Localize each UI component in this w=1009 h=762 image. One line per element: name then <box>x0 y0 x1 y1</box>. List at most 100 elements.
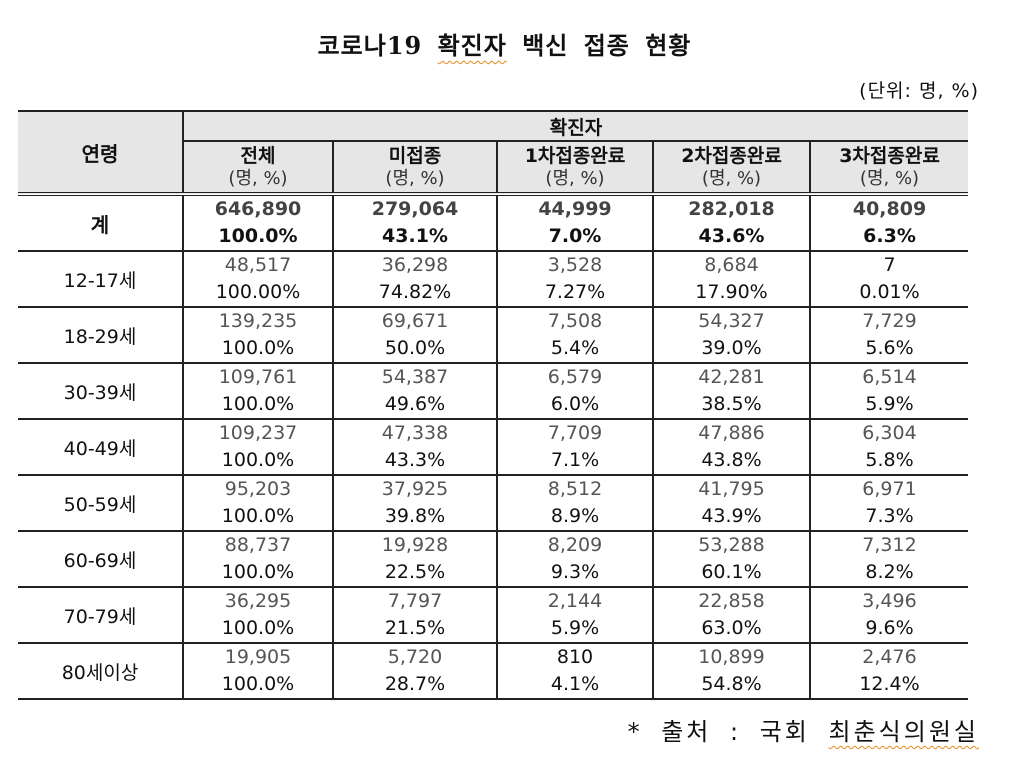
table-cell: 279,064 43.1% <box>332 194 497 251</box>
cell-count: 810 <box>556 646 594 668</box>
table-row: 50-59세 95,203 100.0% 37,925 39.8% 8,512 8.9… <box>18 474 969 531</box>
cell-percent: 43.3% <box>384 449 446 471</box>
cell-count: 7,797 <box>387 590 443 612</box>
cell-count: 6,579 <box>547 366 603 388</box>
confirmed-group-header: 확진자 <box>181 110 969 142</box>
column-name: 미접종 <box>388 144 442 167</box>
table-cell: 36,295 100.0% <box>182 586 333 643</box>
cell-percent: 7.1% <box>550 449 600 471</box>
table-cell: 6,579 6.0% <box>496 362 653 419</box>
cell-count: 5,720 <box>387 646 443 668</box>
table-cell: 7,709 7.1% <box>496 418 653 475</box>
cell-count: 22,858 <box>698 590 765 612</box>
table-cell: 40,809 6.3% <box>808 194 969 251</box>
cell-count: 54,327 <box>698 310 765 332</box>
source-underlined-name: 최춘식의원실 <box>828 718 979 746</box>
cell-percent: 9.6% <box>865 617 914 639</box>
age-column-header: 연령 <box>18 110 183 196</box>
cell-percent: 7.27% <box>544 281 606 303</box>
title-prefix: 코로나19 <box>317 31 438 60</box>
table-cell: 19,905 100.0% <box>182 642 333 700</box>
source-note: * 출처 : 국회 최춘식의원실 <box>628 712 979 747</box>
cell-percent: 43.9% <box>701 505 762 527</box>
column-header-dose3: 3차접종완료 (명, %) <box>808 141 969 196</box>
column-name: 1차접종완료 <box>524 144 626 167</box>
row-label: 계 <box>90 212 110 237</box>
cell-percent: 100.0% <box>221 673 295 695</box>
cell-percent: 6.3% <box>863 225 916 247</box>
table-cell: 54,327 39.0% <box>652 306 810 363</box>
cell-percent: 60.1% <box>701 561 762 583</box>
cell-percent: 54.8% <box>701 673 762 695</box>
cell-count: 40,809 <box>852 198 927 220</box>
cell-count: 37,925 <box>381 478 449 500</box>
cell-count: 54,387 <box>381 366 449 388</box>
column-units: (명, %) <box>701 167 762 189</box>
table-row: 30-39세 109,761 100.0% 54,387 49.6% 6,579 6.… <box>18 362 969 419</box>
cell-percent: 49.6% <box>384 393 446 415</box>
table-row: 18-29세 139,235 100.0% 69,671 50.0% 7,508 5.… <box>18 306 969 363</box>
table-cell: 47,886 43.8% <box>652 418 810 475</box>
table-cell: 44,999 7.0% <box>496 194 653 251</box>
column-name: 전체 <box>240 144 276 167</box>
cell-percent: 100.0% <box>221 561 295 583</box>
table-cell: 7,729 5.6% <box>808 306 969 363</box>
cell-count: 48,517 <box>224 254 292 276</box>
cell-percent: 17.90% <box>695 281 768 303</box>
cell-count: 41,795 <box>698 478 765 500</box>
column-units: (명, %) <box>385 167 445 189</box>
cell-count: 7 <box>883 254 896 276</box>
cell-count: 282,018 <box>688 198 775 220</box>
table-cell: 109,761 100.0% <box>182 362 333 419</box>
table-cell: 2,476 12.4% <box>808 642 969 700</box>
cell-percent: 8.2% <box>865 561 914 583</box>
unit-note: (단위: 명, %) <box>859 80 979 102</box>
cell-count: 7,312 <box>862 534 917 556</box>
table-cell: 7 0.01% <box>808 250 969 307</box>
table-cell: 2,144 5.9% <box>496 586 653 643</box>
table-cell: 646,890 100.0% <box>182 194 333 251</box>
table-cell: 19,928 22.5% <box>332 530 497 587</box>
cell-percent: 21.5% <box>384 617 446 639</box>
vaccination-table: 연령 확진자 전체 (명, %) 미접종 (명, %) 1차접종완료 (명, %… <box>18 110 969 700</box>
cell-percent: 28.7% <box>384 673 446 695</box>
table-cell: 8,512 8.9% <box>496 474 653 531</box>
cell-count: 2,144 <box>547 590 603 612</box>
table-cell: 7,797 21.5% <box>332 586 497 643</box>
table-cell: 139,235 100.0% <box>182 306 333 363</box>
cell-count: 6,514 <box>862 366 917 388</box>
table-cell: 48,517 100.00% <box>182 250 333 307</box>
table-cell: 8,684 17.90% <box>652 250 810 307</box>
table-cell: 5,720 28.7% <box>332 642 497 700</box>
table-cell: 7,312 8.2% <box>808 530 969 587</box>
title-underlined-word: 확진자 <box>437 31 507 60</box>
cell-percent: 12.4% <box>859 673 920 695</box>
cell-percent: 7.3% <box>865 505 914 527</box>
cell-percent: 43.8% <box>701 449 762 471</box>
table-cell: 36,298 74.82% <box>332 250 497 307</box>
table-cell: 54,387 49.6% <box>332 362 497 419</box>
cell-percent: 50.0% <box>384 337 446 359</box>
cell-percent: 63.0% <box>701 617 762 639</box>
cell-percent: 5.8% <box>865 449 914 471</box>
cell-count: 3,528 <box>547 254 603 276</box>
cell-count: 95,203 <box>224 478 292 500</box>
column-header-unvaccinated: 미접종 (명, %) <box>332 141 497 196</box>
cell-count: 36,298 <box>381 254 449 276</box>
cell-percent: 8.9% <box>550 505 600 527</box>
table-cell: 109,237 100.0% <box>182 418 333 475</box>
table-row: 60-69세 88,737 100.0% 19,928 22.5% 8,209 9.3… <box>18 530 969 587</box>
row-label: 12-17세 <box>18 250 183 307</box>
cell-percent: 100.0% <box>221 617 295 639</box>
table-cell: 3,496 9.6% <box>808 586 969 643</box>
column-header-total: 전체 (명, %) <box>182 141 333 196</box>
cell-count: 19,905 <box>224 646 292 668</box>
table-cell: 53,288 60.1% <box>652 530 810 587</box>
cell-percent: 4.1% <box>550 673 600 695</box>
cell-count: 7,729 <box>862 310 917 332</box>
table-row: 80세이상 19,905 100.0% 5,720 28.7% 810 4.1% 10… <box>18 642 969 700</box>
row-label: 30-39세 <box>18 362 183 419</box>
row-label: 60-69세 <box>18 530 183 587</box>
table-cell: 47,338 43.3% <box>332 418 497 475</box>
cell-count: 53,288 <box>698 534 765 556</box>
